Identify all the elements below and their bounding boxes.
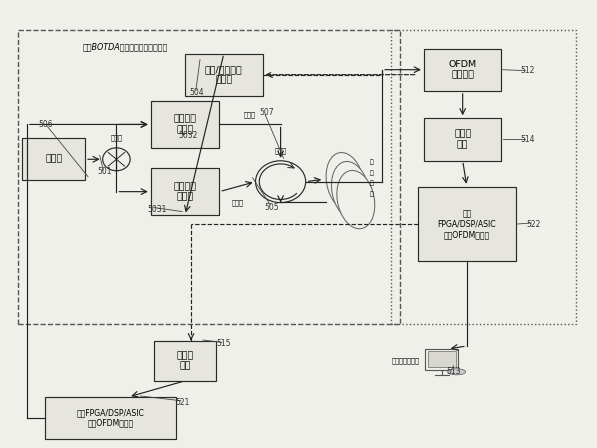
Text: 光: 光	[370, 181, 374, 186]
Bar	[45, 397, 176, 439]
Text: 环形器: 环形器	[275, 148, 287, 154]
Text: 515: 515	[217, 339, 231, 348]
Bar	[391, 30, 576, 323]
Text: 单: 单	[370, 159, 374, 164]
Bar	[424, 118, 501, 160]
Text: 5031: 5031	[147, 205, 167, 214]
Bar	[150, 101, 220, 148]
Text: 521: 521	[176, 398, 190, 407]
Text: OFDM
检测模块: OFDM 检测模块	[448, 60, 477, 79]
Ellipse shape	[337, 170, 375, 229]
Text: 506: 506	[39, 120, 53, 129]
Ellipse shape	[331, 161, 370, 220]
Text: 507: 507	[260, 108, 274, 117]
Text: 模数转
换器: 模数转 换器	[454, 129, 471, 149]
Circle shape	[103, 148, 130, 171]
Text: 5032: 5032	[178, 131, 197, 140]
Bar	[154, 341, 216, 381]
Ellipse shape	[448, 369, 466, 375]
Text: 泵浦光: 泵浦光	[232, 199, 244, 206]
Text: 第二电光
调制器: 第二电光 调制器	[174, 115, 196, 134]
Bar	[428, 351, 456, 367]
Text: 激光器: 激光器	[45, 155, 62, 164]
Text: 505: 505	[264, 203, 279, 212]
Bar	[418, 187, 516, 261]
Text: 耦合器: 耦合器	[110, 135, 122, 142]
Bar	[425, 349, 458, 370]
Text: 522: 522	[527, 220, 541, 229]
Text: 模: 模	[370, 170, 374, 176]
Text: 利用
FPGA/DSP/ASIC
接收OFDM的模块: 利用 FPGA/DSP/ASIC 接收OFDM的模块	[438, 209, 496, 239]
Text: 脉冲/随机序列
发生器: 脉冲/随机序列 发生器	[205, 65, 243, 84]
Ellipse shape	[326, 152, 364, 211]
Bar	[424, 48, 501, 91]
Text: 数模转
换器: 数模转 换器	[177, 351, 193, 370]
Text: 客户端显示模块: 客户端显示模块	[392, 358, 420, 364]
Bar	[150, 168, 220, 215]
Bar	[23, 138, 85, 181]
Text: 基于BOTDA的分布式光纤传感系统: 基于BOTDA的分布式光纤传感系统	[83, 42, 168, 52]
Text: 501: 501	[97, 167, 112, 176]
Text: 512: 512	[520, 66, 534, 75]
Bar	[185, 53, 263, 96]
Text: 504: 504	[190, 88, 204, 97]
Text: 513: 513	[447, 367, 461, 376]
Text: 探测光: 探测光	[244, 112, 256, 118]
Text: 第一电光
调制器: 第一电光 调制器	[174, 182, 196, 201]
Text: 利用FPGA/DSP/ASIC
发射OFDM的模块: 利用FPGA/DSP/ASIC 发射OFDM的模块	[76, 409, 144, 428]
Text: 514: 514	[520, 135, 534, 144]
Text: 纤: 纤	[370, 192, 374, 198]
Bar	[18, 30, 400, 323]
Circle shape	[256, 161, 306, 202]
